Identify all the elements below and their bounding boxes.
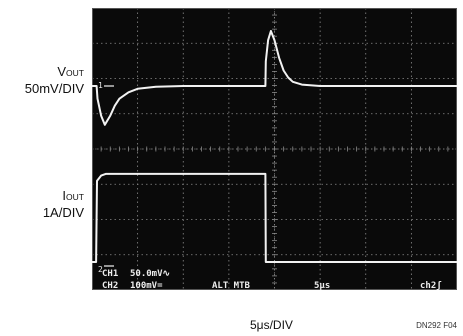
iout-scale: 1A/DIV [42, 205, 84, 220]
trace-vout [92, 30, 457, 126]
iout-name: IOUT [0, 188, 84, 205]
readout-ch2: CH2 [102, 281, 118, 290]
readout-ch1-scale: 50.0mV∿ [130, 269, 170, 279]
readout-trigger: ch2ʃ [420, 281, 442, 290]
time-scale-label: 5μs/DIV [250, 318, 293, 332]
oscilloscope-plot: 1 2 CH1 50.0mV∿ CH2 100mV= ALT MTB 5μs c… [92, 8, 457, 290]
readout-timebase: 5μs [314, 281, 330, 290]
figure-id: DN292 F04 [416, 321, 457, 330]
oscilloscope-screen: 1 2 CH1 50.0mV∿ CH2 100mV= ALT MTB 5μs c… [92, 8, 457, 290]
trace-iout [92, 172, 457, 263]
iout-subscript: OUT [66, 192, 84, 202]
ch1-marker: 1 [98, 81, 103, 90]
vout-axis-label: VOUT 50mV/DIV [0, 64, 84, 97]
scope-readout: CH1 50.0mV∿ CH2 100mV= ALT MTB 5μs ch2ʃ [102, 269, 442, 290]
vout-name: VOUT [0, 64, 84, 81]
screen-border [92, 8, 457, 290]
readout-ch2-scale: 100mV= [130, 281, 163, 290]
readout-ch1: CH1 [102, 269, 118, 279]
ch2-marker: 2 [98, 265, 103, 274]
iout-symbol: I [62, 188, 67, 203]
vout-subscript: OUT [66, 68, 84, 78]
vout-symbol: V [57, 64, 67, 79]
iout-axis-label: IOUT 1A/DIV [0, 188, 84, 221]
readout-alt-mtb: ALT MTB [212, 281, 251, 290]
graticule [92, 8, 457, 290]
vout-scale: 50mV/DIV [24, 81, 84, 96]
traces [92, 30, 457, 267]
